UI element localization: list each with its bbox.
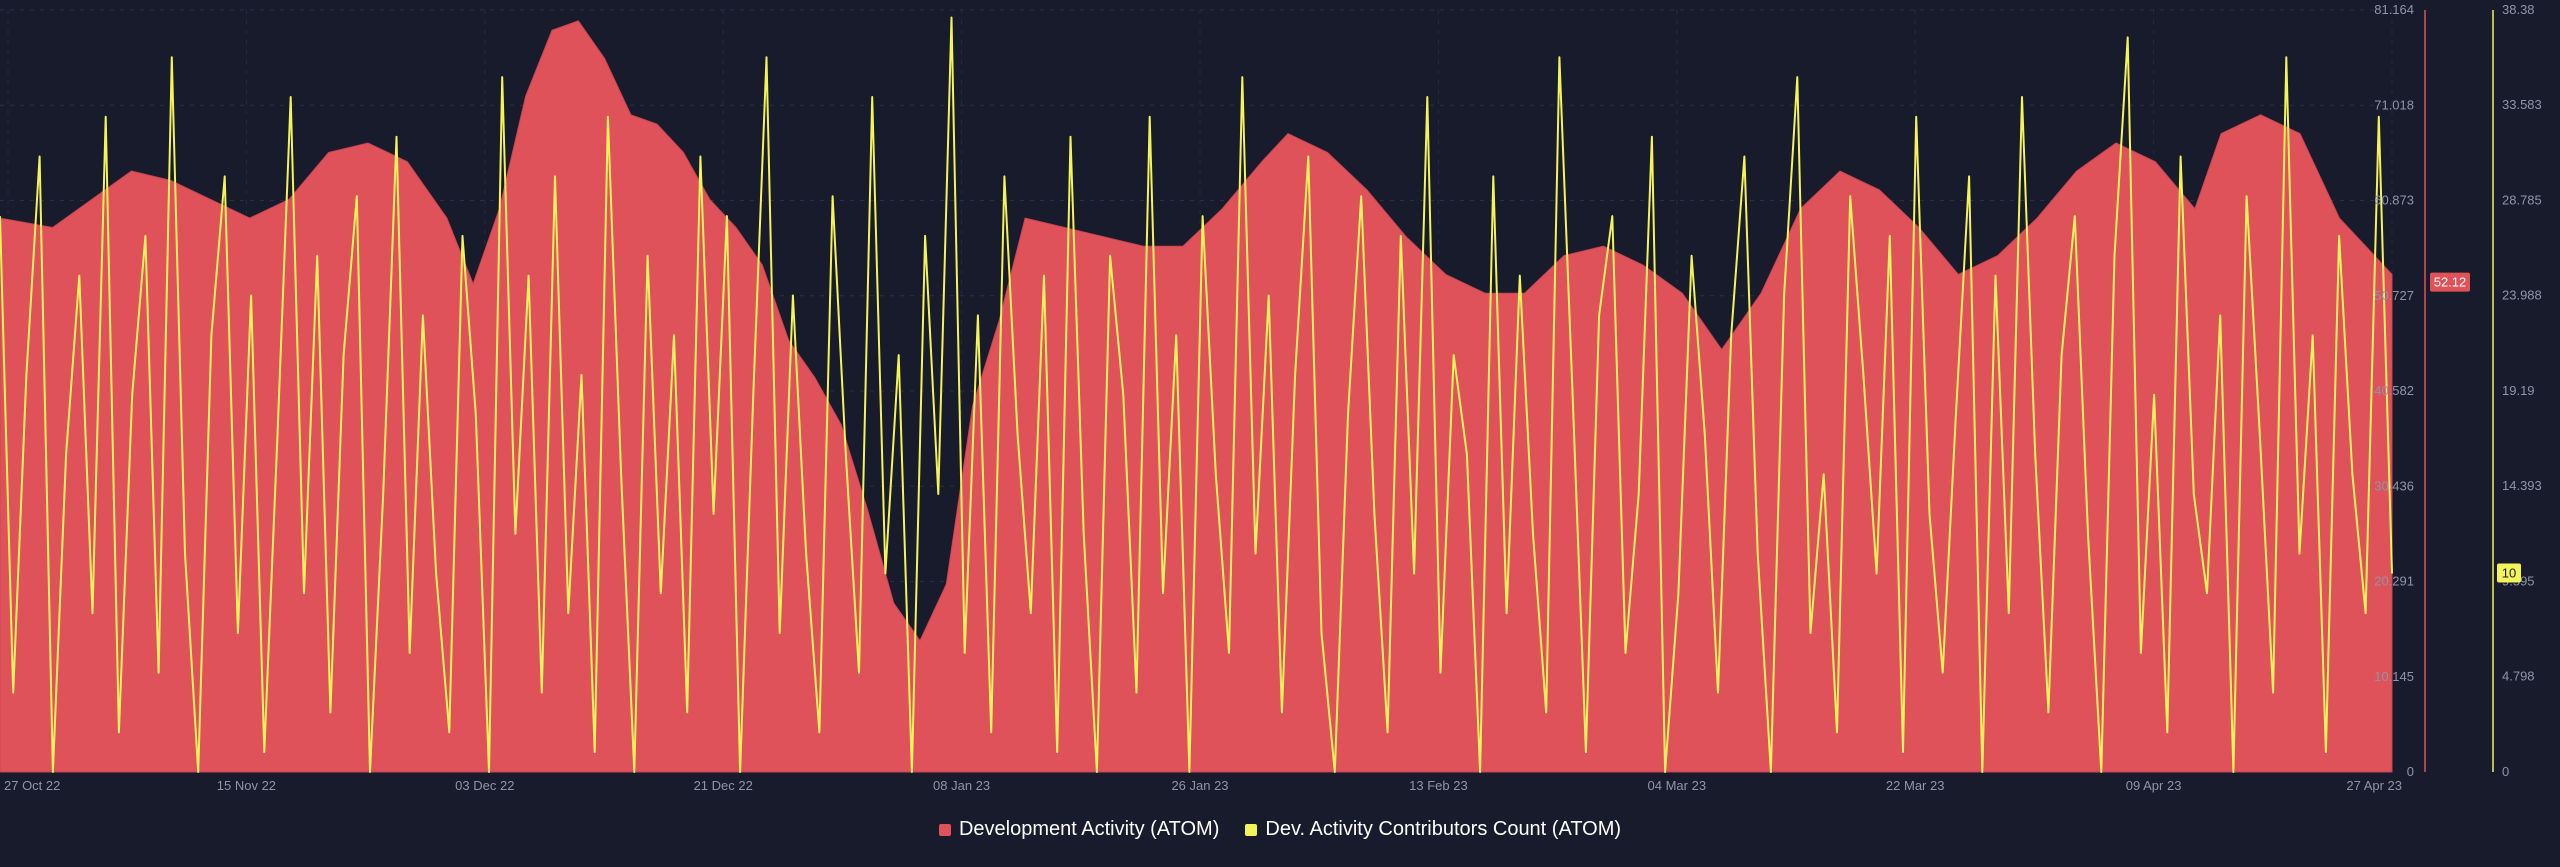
- left-tick-label: 30.436: [2374, 478, 2414, 493]
- dev-activity-swatch-icon: [938, 823, 951, 836]
- x-tick-label: 13 Feb 23: [1409, 778, 1468, 793]
- legend-item-dev-activity[interactable]: Development Activity (ATOM): [938, 818, 1220, 841]
- x-tick-label: 27 Oct 22: [4, 778, 60, 793]
- contributors-value-badge: [2497, 563, 2521, 583]
- right-axis-ticks: 04.7989.59514.39319.1923.98828.78533.583…: [2502, 2, 2542, 779]
- x-tick-label: 03 Dec 22: [455, 778, 514, 793]
- left-tick-label: 81.164: [2374, 2, 2414, 17]
- dev-activity-value-text: 52.12: [2434, 275, 2467, 290]
- x-tick-label: 21 Dec 22: [694, 778, 753, 793]
- right-tick-label: 33.583: [2502, 97, 2542, 112]
- right-tick-label: 23.988: [2502, 288, 2542, 303]
- right-tick-label: 4.798: [2502, 669, 2535, 684]
- right-tick-label: 0: [2502, 764, 2509, 779]
- x-tick-label: 26 Jan 23: [1171, 778, 1228, 793]
- right-tick-label: 19.19: [2502, 383, 2535, 398]
- left-tick-label: 71.018: [2374, 97, 2414, 112]
- x-tick-label: 09 Apr 23: [2126, 778, 2182, 793]
- left-tick-label: 10.145: [2374, 669, 2414, 684]
- left-axis-ticks: 0 10.145 20.291 30.436 40.582 50.727 60.873 71.…: [2374, 2, 2414, 779]
- x-axis-ticks: 27 Oct 22 15 Nov 22 03 Dec 22 21 Dec 22 08 J…: [4, 778, 2402, 793]
- contributors-count-line: [0, 16, 2393, 773]
- legend-label: Development Activity (ATOM): [958, 818, 1220, 840]
- left-tick-label: 40.582: [2374, 383, 2414, 398]
- current-value-badges: 52.12 10: [2430, 272, 2521, 583]
- x-tick-label: 27 Apr 23: [2346, 778, 2402, 793]
- left-tick-label: 60.873: [2374, 193, 2414, 208]
- x-tick-label: 22 Mar 23: [1886, 778, 1945, 793]
- x-tick-label: 15 Nov 22: [217, 778, 276, 793]
- x-tick-label: 04 Mar 23: [1648, 778, 1707, 793]
- left-tick-label: 50.727: [2374, 288, 2414, 303]
- contributors-count-path: [0, 16, 2393, 773]
- contributors-swatch-icon: [1245, 823, 1258, 836]
- legend-label: Dev. Activity Contributors Count (ATOM): [1265, 818, 1622, 840]
- x-tick-label: 08 Jan 23: [933, 778, 990, 793]
- left-tick-label: 20.291: [2374, 574, 2414, 589]
- contributors-value-text: 10: [2502, 565, 2516, 580]
- right-tick-label: 38.38: [2502, 2, 2535, 17]
- chart-legend: Development Activity (ATOM) Dev. Activit…: [0, 818, 2560, 841]
- right-tick-label: 14.393: [2502, 478, 2542, 493]
- left-tick-label: 0: [2407, 764, 2414, 779]
- legend-item-contributors-count[interactable]: Dev. Activity Contributors Count (ATOM): [1245, 818, 1621, 841]
- right-tick-label: 28.785: [2502, 193, 2542, 208]
- axes: [2424, 10, 2494, 772]
- dev-activity-value-badge: [2430, 272, 2470, 292]
